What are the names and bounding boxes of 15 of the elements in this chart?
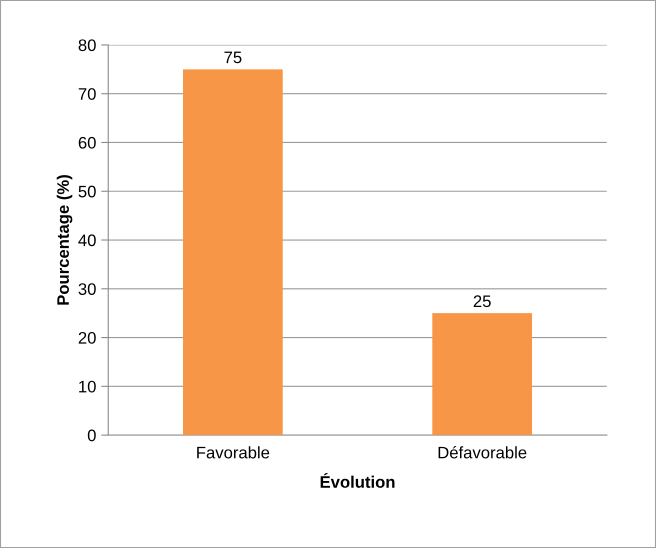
x-tick-label: Favorable [197,446,270,458]
y-tick-label: 0 [88,430,96,442]
y-tick-label: 80 [78,39,96,52]
y-tick-label: 10 [79,380,96,393]
data-label: 75 [224,52,242,64]
x-axis-title: Évolution [320,472,394,488]
y-tick-label: 30 [78,283,96,295]
y-axis-title: Pourcentage (%) [56,175,72,305]
y-tick-label: 40 [78,234,96,246]
y-tick-label: 20 [78,332,96,344]
data-label: 25 [474,295,491,308]
x-tick-label: Défavorable [438,446,526,458]
y-tick-label: 60 [78,136,96,149]
y-tick-label: 70 [78,88,96,100]
y-tick-label: 50 [78,186,96,198]
